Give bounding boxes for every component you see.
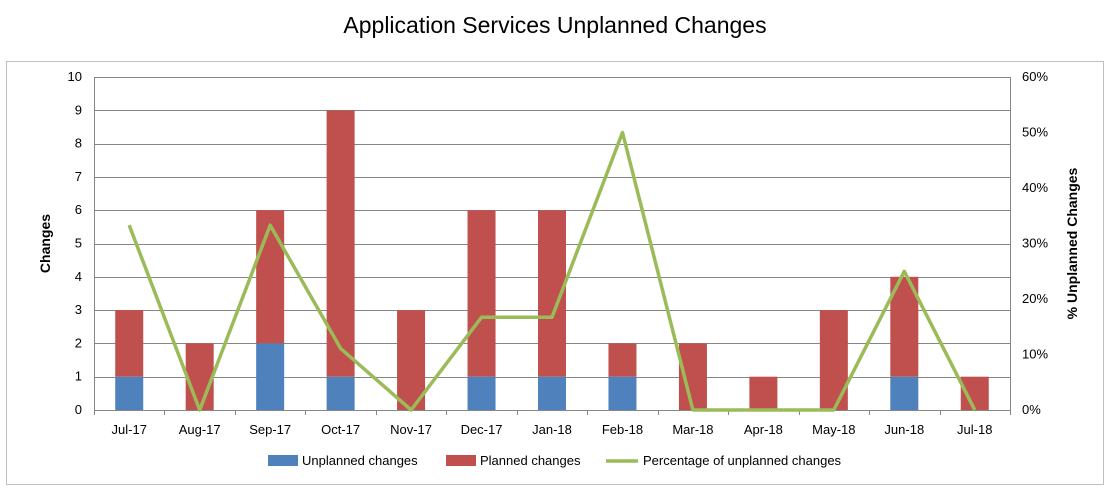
legend-label-unplanned: Unplanned changes <box>302 453 418 468</box>
x-tick-label: Jul-17 <box>112 422 147 437</box>
bar-planned <box>397 310 426 410</box>
x-tick-label: Oct-17 <box>321 422 360 437</box>
bar-planned <box>467 210 496 377</box>
x-tick-label: Mar-18 <box>672 422 713 437</box>
x-tick-label: Jul-18 <box>957 422 992 437</box>
x-tick-label: Aug-17 <box>179 422 221 437</box>
chart-title: Application Services Unplanned Changes <box>343 12 767 38</box>
y-tick-label: 0 <box>75 402 82 417</box>
y-tick-label: 1 <box>75 369 82 384</box>
y-tick-label: 9 <box>75 102 82 117</box>
legend-swatch-unplanned <box>268 455 298 466</box>
bar-unplanned <box>115 376 144 410</box>
bar-planned <box>749 376 778 410</box>
x-tick-label: Sep-17 <box>249 422 291 437</box>
bar-unplanned <box>256 343 285 410</box>
y2-tick-label: 40% <box>1022 180 1048 195</box>
x-tick-label: Apr-18 <box>744 422 783 437</box>
bar-unplanned <box>890 376 919 410</box>
y-tick-label: 2 <box>75 335 82 350</box>
bar-planned <box>115 310 144 377</box>
y-tick-label: 5 <box>75 236 82 251</box>
y2-axis-title: % Unplanned Changes <box>1064 167 1080 319</box>
bar-unplanned <box>608 376 637 410</box>
x-tick-label: Dec-17 <box>461 422 503 437</box>
bar-planned <box>819 310 848 410</box>
legend-label-planned: Planned changes <box>480 453 581 468</box>
x-tick-label: Feb-18 <box>602 422 643 437</box>
y2-tick-label: 10% <box>1022 347 1048 362</box>
legend-label-percentage: Percentage of unplanned changes <box>643 453 842 468</box>
y-tick-label: 10 <box>68 69 82 84</box>
y2-tick-label: 30% <box>1022 236 1048 251</box>
x-tick-label: Nov-17 <box>390 422 432 437</box>
bar-planned <box>256 210 285 344</box>
y2-tick-label: 20% <box>1022 291 1048 306</box>
y2-tick-label: 60% <box>1022 69 1048 84</box>
y-tick-label: 7 <box>75 169 82 184</box>
bar-planned <box>326 110 355 377</box>
y2-tick-label: 50% <box>1022 125 1048 140</box>
y2-tick-label: 0% <box>1022 402 1041 417</box>
series-line-percentage <box>127 130 977 412</box>
y-tick-label: 3 <box>75 302 82 317</box>
y-axis-title: Changes <box>37 214 53 273</box>
bar-planned <box>185 343 214 410</box>
x-tick-label: Jun-18 <box>884 422 924 437</box>
legend-swatch-planned <box>446 455 476 466</box>
x-tick-label: May-18 <box>812 422 855 437</box>
x-tick-label: Jan-18 <box>532 422 572 437</box>
y-tick-label: 8 <box>75 136 82 151</box>
bar-planned <box>608 343 637 377</box>
y-tick-label: 6 <box>75 202 82 217</box>
bar-unplanned <box>538 376 566 410</box>
bar-unplanned <box>326 376 355 410</box>
chart-border <box>6 61 1104 485</box>
y-tick-label: 4 <box>75 269 82 284</box>
bar-unplanned <box>467 376 496 410</box>
